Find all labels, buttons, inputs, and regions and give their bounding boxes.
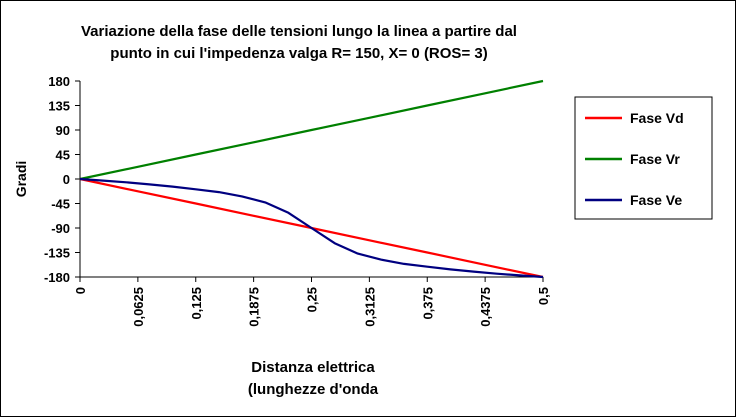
y-tick-label: -90 — [51, 221, 70, 236]
x-tick-label: 0,0625 — [131, 287, 146, 327]
x-ticks: 0 0,0625 0,125 0,1875 0,25 0,3125 0,375 0,4375 0… — [73, 277, 551, 327]
chart-subtitle: punto in cui l'impedenza valga R= 150, X… — [110, 45, 487, 62]
y-tick-label: 135 — [48, 99, 70, 114]
series-lines — [79, 79, 544, 279]
x-tick-label: 0,25 — [305, 287, 320, 312]
x-axis-label-line2: (lunghezze d'onda — [248, 381, 379, 398]
chart-title: Variazione della fase delle tensioni lun… — [81, 23, 517, 40]
x-tick-label: 0 — [73, 287, 88, 294]
y-tick-label: 45 — [56, 148, 70, 163]
x-tick-label: 0,4375 — [478, 287, 493, 327]
x-tick-label: 0,3125 — [362, 287, 377, 327]
y-tick-label: -180 — [44, 270, 70, 285]
legend-label: Fase Vr — [630, 151, 680, 167]
y-tick-label: 180 — [48, 74, 70, 89]
legend-items: Fase Vd Fase Vr Fase Ve — [585, 110, 684, 208]
series-line — [79, 177, 544, 279]
y-tick-label: 0 — [63, 172, 70, 187]
y-axis-label: Gradi — [13, 161, 29, 198]
y-ticks: 180 135 90 45 0 -45 -90 -135 -180 — [44, 74, 80, 285]
y-tick-label: -45 — [51, 197, 70, 212]
legend-label: Fase Ve — [630, 192, 682, 208]
legend-label: Fase Vd — [630, 110, 684, 126]
y-tick-label: -135 — [44, 246, 70, 261]
y-tick-label: 90 — [56, 123, 70, 138]
x-tick-label: 0,125 — [189, 287, 204, 320]
x-tick-label: 0,1875 — [247, 287, 262, 327]
series-line — [79, 79, 544, 181]
axes — [79, 81, 543, 278]
x-axis-label: Distanza elettrica — [251, 359, 375, 376]
x-tick-label: 0,5 — [536, 287, 551, 305]
x-tick-label: 0,375 — [420, 287, 435, 320]
